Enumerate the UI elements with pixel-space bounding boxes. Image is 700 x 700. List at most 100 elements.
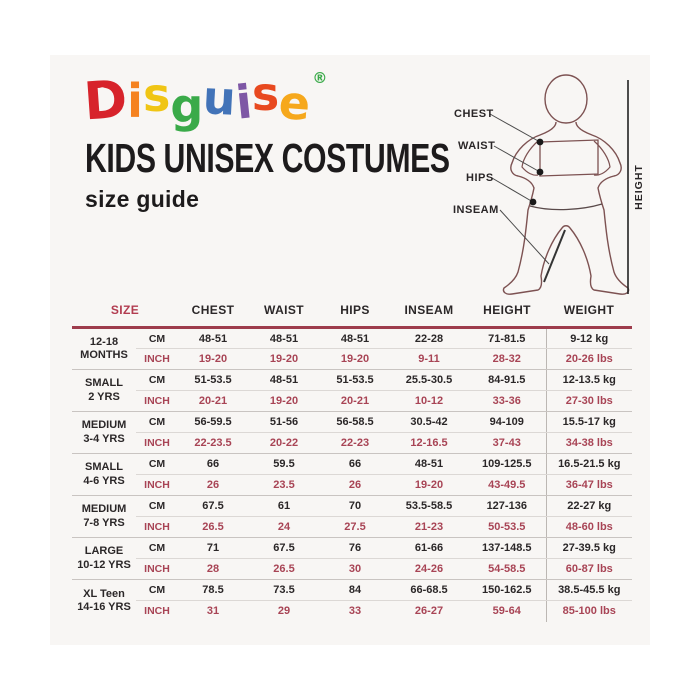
value-cell: 59.5 [248, 453, 320, 475]
value-cell: 28 [178, 558, 248, 580]
table-row-inch: INCH 31 29 33 26-27 59-64 85-100 lbs [72, 600, 632, 622]
figure-left-arm-inner [521, 140, 539, 176]
value-cell: 71-81.5 [468, 327, 546, 349]
table-row-inch: INCH 19-20 19-20 19-20 9-11 28-32 20-26 lbs [72, 348, 632, 370]
size-label-line1: XL Teen [83, 587, 125, 600]
value-cell: 27-39.5 kg [545, 537, 632, 559]
logo-letter: D [81, 69, 130, 133]
value-cell: 53.5-58.5 [390, 495, 468, 517]
table-row-cm: 12-18 MONTHS CM 48-51 48-51 48-51 22-28 71-81.5… [72, 327, 632, 370]
value-cell: 54-58.5 [468, 558, 546, 580]
inseam-leader-line [499, 209, 550, 265]
chest-label: CHEST [454, 108, 494, 120]
value-cell: 70 [320, 495, 390, 517]
value-cell: 20-21 [178, 390, 248, 412]
table-row-cm: MEDIUM 7-8 YRS CM 67.5 61 70 53.5-58.5 127-136 2… [72, 495, 632, 538]
value-cell: 33 [348, 605, 362, 618]
value-cell: 16.5-21.5 kg [545, 453, 632, 475]
table-row-cm: SMALL 4-6 YRS CM 66 59.5 66 48-51 109-125.5 16.5… [72, 453, 632, 496]
size-label-line1: SMALL [85, 461, 123, 474]
value-cell: 27.5 [320, 516, 390, 538]
value-cell: 37-43 [468, 432, 546, 454]
value-cell: 29 [277, 605, 291, 618]
value-cell: 26 [320, 474, 390, 496]
page-subtitle: size guide [85, 186, 200, 212]
table-row-cm: XL Teen 14-16 YRS CM 78.5 73.5 84 66-68.5 150-1… [72, 579, 632, 613]
unit-cell-inch: INCH [136, 348, 178, 370]
table-row-cm: LARGE 10-12 YRS CM 71 67.5 76 61-66 137-148.5 27… [72, 537, 632, 580]
value-cell: 60-87 lbs [545, 558, 632, 580]
value-cell: 66 [320, 453, 390, 475]
unit-cell-cm: CM [136, 453, 178, 475]
table-row-inch: INCH 26 23.5 26 19-20 43-49.5 36-47 lbs [72, 474, 632, 496]
header-row: SIZE CHEST WAIST HIPS INSEAM HEIGHT WEIG… [72, 303, 632, 329]
unit-cell-inch: INCH [136, 474, 178, 496]
column-header-size: SIZE [72, 303, 178, 329]
inseam-label: INSEAM [453, 204, 499, 216]
value-cell: 56-58.5 [320, 411, 390, 433]
size-label-cell: 12-18 MONTHS [72, 327, 136, 370]
page-title: KIDS UNISEX COSTUMES [85, 135, 450, 181]
inseam-line [543, 229, 566, 283]
value-cell: 61 [248, 495, 320, 517]
size-label-cell: MEDIUM 3-4 YRS [72, 411, 136, 454]
logo-letter: g [170, 79, 204, 133]
value-cell: 137-148.5 [468, 537, 546, 559]
hips-label: HIPS [466, 172, 494, 184]
table-row-inch: INCH 28 26.5 30 24-26 54-58.5 60-87 lbs [72, 558, 632, 580]
unit-cell-inch: INCH [136, 432, 178, 454]
logo-letter: u [201, 70, 238, 126]
value-cell: 19-20 [248, 390, 320, 412]
size-group: MEDIUM 7-8 YRS CM 67.5 61 70 53.5-58.5 127-136 2… [72, 495, 632, 538]
value-cell: 59-64 [492, 605, 521, 618]
value-cell: 84-91.5 [468, 369, 546, 391]
value-cell: 85-100 lbs [545, 600, 632, 622]
size-group: XL Teen 14-16 YRS CM 78.5 73.5 84 66-68.5 150-1… [72, 579, 632, 622]
chest-leader-line [489, 113, 541, 143]
logo-letter: s [142, 68, 171, 122]
size-label-cell: LARGE 10-12 YRS [72, 537, 136, 580]
size-group: SMALL 4-6 YRS CM 66 59.5 66 48-51 109-125.5 16.5… [72, 453, 632, 496]
hips-leader-line [491, 177, 534, 203]
value-cell: 20-26 lbs [545, 348, 632, 370]
value-cell: 48-51 [248, 369, 320, 391]
column-header-inseam: INSEAM [390, 303, 468, 329]
value-cell: 30 [320, 558, 390, 580]
table-row-cm: MEDIUM 3-4 YRS CM 56-59.5 51-56 56-58.5 30.5-4… [72, 411, 632, 454]
unit-cell-inch: INCH [136, 558, 178, 580]
hips-dot [529, 198, 537, 206]
size-label-line2: 7-8 YRS [83, 516, 125, 529]
value-cell: 9-12 kg [545, 327, 632, 349]
value-cell: 48-51 [248, 327, 320, 349]
value-cell: 94-109 [468, 411, 546, 433]
value-cell: 78.5 [178, 579, 248, 601]
unit-cell-cm: CM [136, 537, 178, 559]
waist-label: WAIST [458, 140, 495, 152]
unit-cell-cm: CM [136, 411, 178, 433]
size-table: SIZE CHEST WAIST HIPS INSEAM HEIGHT WEIG… [72, 303, 632, 622]
value-cell: 23.5 [248, 474, 320, 496]
value-cell: 66 [178, 453, 248, 475]
value-cell: 22-23.5 [178, 432, 248, 454]
value-cell: 36-47 lbs [545, 474, 632, 496]
value-cell: 48-51 [390, 453, 468, 475]
value-cell: 30.5-42 [390, 411, 468, 433]
value-cell: 21-23 [390, 516, 468, 538]
value-cell: 24 [248, 516, 320, 538]
figure-body-outline [502, 121, 630, 295]
body-measurement-diagram: CHEST WAIST HIPS INSEAM HEIGHT [453, 74, 645, 295]
size-label-cell: XL Teen 14-16 YRS [72, 580, 136, 622]
size-guide-card: Disguise® KIDS UNISEX COSTUMES size guid… [50, 55, 650, 645]
brand-logo: Disguise® [81, 68, 327, 135]
value-cell: 48-51 [320, 327, 390, 349]
value-cell: 50-53.5 [468, 516, 546, 538]
size-label-line2: 3-4 YRS [83, 432, 125, 445]
column-header-weight: WEIGHT [546, 303, 632, 329]
column-header-height: HEIGHT [468, 303, 546, 329]
value-cell: 22-23 [320, 432, 390, 454]
hip-line [529, 203, 603, 211]
value-cell: 84 [320, 579, 390, 601]
table-row-inch: INCH 20-21 19-20 20-21 10-12 33-36 27-30 lbs [72, 390, 632, 412]
value-cell: 66-68.5 [390, 579, 468, 601]
